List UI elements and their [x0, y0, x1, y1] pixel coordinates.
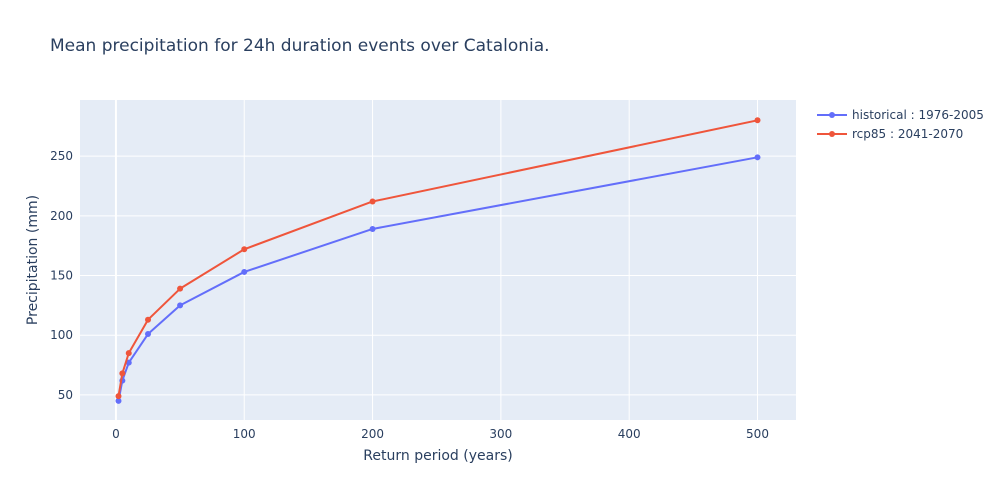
x-tick-label: 500 [746, 427, 769, 441]
chart-title: Mean precipitation for 24h duration even… [50, 36, 550, 56]
y-tick-label: 50 [58, 388, 73, 402]
plot-area [80, 100, 796, 420]
data-point[interactable] [115, 397, 122, 404]
legend-label: historical : 1976-2005 [852, 108, 984, 122]
x-tick-label: 200 [361, 427, 384, 441]
x-axis-title: Return period (years) [363, 448, 512, 464]
y-tick-label: 100 [50, 328, 73, 342]
legend-label: rcp85 : 2041-2070 [852, 127, 963, 141]
x-tick-label: 100 [233, 427, 256, 441]
legend-item[interactable]: historical : 1976-2005 [817, 108, 984, 122]
data-point[interactable] [241, 246, 248, 253]
data-point[interactable] [145, 316, 152, 323]
series-group [115, 154, 761, 404]
y-axis-ticks: 50 100 150 200 250 [50, 149, 73, 402]
x-tick-label: 300 [489, 427, 512, 441]
x-tick-label: 0 [112, 427, 120, 441]
data-point[interactable] [145, 331, 152, 338]
data-point[interactable] [369, 225, 376, 232]
legend-item[interactable]: rcp85 : 2041-2070 [817, 127, 963, 141]
series-line [117, 156, 758, 402]
data-point[interactable] [369, 198, 376, 205]
data-point[interactable] [177, 302, 184, 309]
data-point[interactable] [119, 370, 126, 377]
data-point[interactable] [754, 154, 761, 161]
x-axis-ticks: 0 100 200 300 400 500 [112, 427, 769, 441]
series-layer [115, 117, 761, 404]
y-tick-label: 250 [50, 149, 73, 163]
data-point[interactable] [177, 285, 184, 292]
data-point[interactable] [754, 117, 761, 124]
series-line [117, 119, 758, 397]
legend-marker [829, 131, 835, 137]
y-tick-label: 150 [50, 269, 73, 283]
legend-marker [829, 112, 835, 118]
y-tick-label: 200 [50, 209, 73, 223]
y-axis-title: Precipitation (mm) [25, 195, 41, 325]
data-point[interactable] [115, 393, 122, 400]
data-point[interactable] [125, 350, 132, 357]
legend[interactable]: historical : 1976-2005 rcp85 : 2041-2070 [817, 108, 984, 141]
series-group [115, 117, 761, 400]
data-point[interactable] [241, 268, 248, 275]
x-tick-label: 400 [618, 427, 641, 441]
